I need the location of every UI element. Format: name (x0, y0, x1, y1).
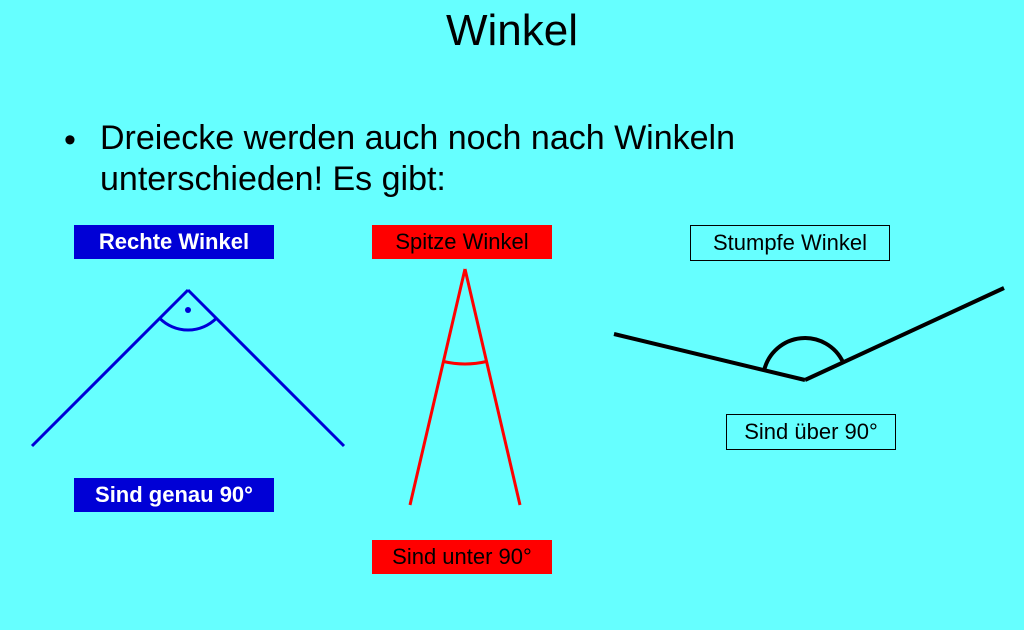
right-angle-diagram (28, 260, 348, 460)
obtuse-angle-header: Stumpfe Winkel (690, 225, 890, 261)
acute-angle-caption: Sind unter 90° (372, 540, 552, 574)
obtuse-angle-caption: Sind über 90° (726, 414, 896, 450)
bullet-dot: • (64, 120, 76, 161)
acute-angle-diagram (400, 265, 530, 515)
right-angle-caption: Sind genau 90° (74, 478, 274, 512)
right-angle-header: Rechte Winkel (74, 225, 274, 259)
bullet-text: Dreiecke werden auch noch nach Winkeln u… (100, 118, 944, 201)
slide-title: Winkel (0, 6, 1024, 56)
acute-angle-header: Spitze Winkel (372, 225, 552, 259)
obtuse-angle-diagram (610, 280, 1010, 410)
bullet-item: • Dreiecke werden auch noch nach Winkeln… (64, 118, 944, 201)
